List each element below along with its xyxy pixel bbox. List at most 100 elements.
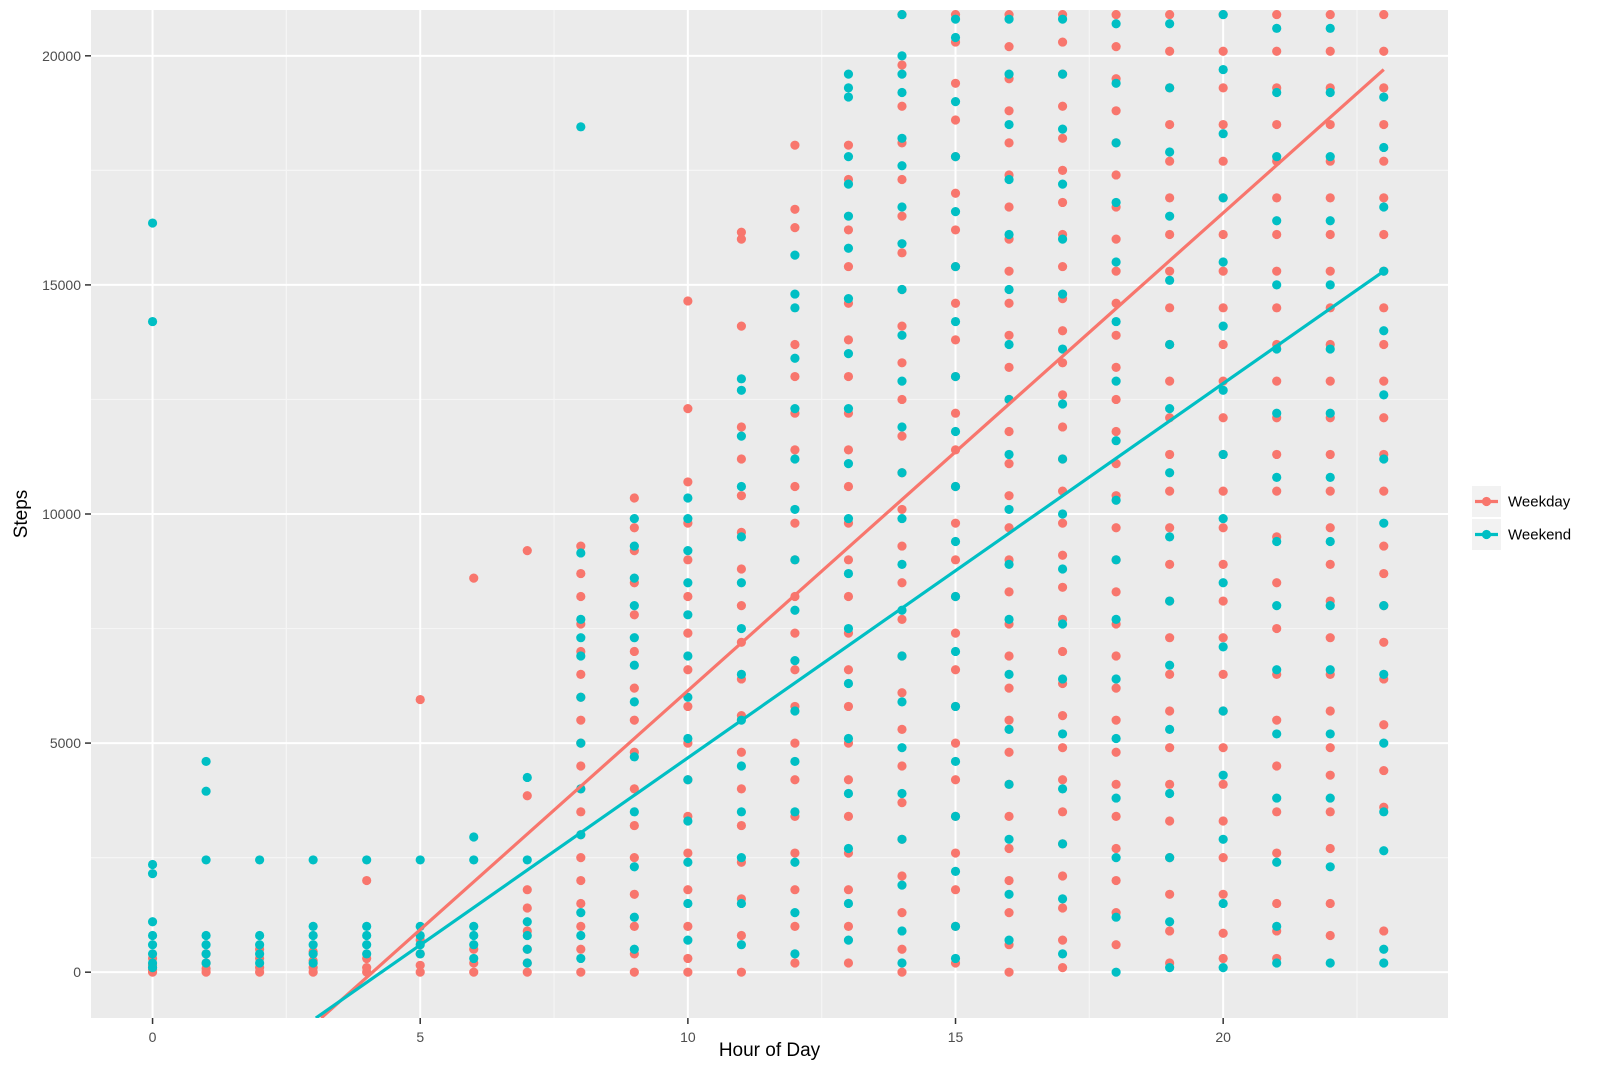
data-point-weekday: [843, 775, 854, 785]
data-point-weekend: [1057, 729, 1068, 739]
data-point-weekday: [1218, 266, 1228, 276]
data-point-weekend: [1057, 399, 1068, 409]
data-point-weekend: [1272, 921, 1282, 931]
data-point-weekend: [897, 651, 907, 661]
data-point-weekday: [1111, 42, 1121, 52]
data-point-weekday: [1325, 229, 1335, 240]
data-point-weekend: [843, 568, 854, 579]
data-point-weekend: [469, 930, 479, 941]
data-point-weekday: [1004, 908, 1014, 918]
data-point-weekday: [1057, 935, 1068, 945]
data-point-weekend: [629, 752, 639, 762]
data-point-weekend: [683, 610, 693, 620]
data-point-weekend: [576, 548, 586, 558]
data-point-weekend: [1004, 284, 1014, 295]
data-point-weekend: [1325, 344, 1335, 354]
data-point-weekday: [1004, 491, 1014, 501]
data-point-weekend: [469, 855, 479, 865]
data-point-weekday: [736, 564, 746, 574]
data-point-weekend: [576, 953, 586, 964]
data-point-weekend: [843, 678, 854, 689]
data-point-weekday: [1165, 743, 1175, 753]
data-point-weekend: [897, 376, 907, 386]
data-point-weekday: [843, 591, 854, 602]
data-point-weekend: [1057, 674, 1068, 684]
data-point-weekend: [1111, 614, 1121, 624]
data-point-weekday: [1165, 706, 1175, 716]
data-point-weekend: [629, 944, 639, 954]
data-point-weekend: [1004, 449, 1014, 460]
data-point-weekend: [1057, 344, 1068, 354]
data-point-weekday: [576, 875, 586, 886]
data-point-weekend: [1218, 385, 1228, 395]
data-point-weekend: [790, 555, 800, 565]
data-point-weekday: [790, 371, 800, 382]
data-point-weekend: [147, 218, 158, 228]
data-point-weekend: [469, 921, 479, 931]
data-point-weekend: [736, 853, 746, 863]
data-point-weekday: [1218, 853, 1228, 863]
data-point-weekday: [1325, 633, 1335, 643]
data-point-weekend: [1165, 275, 1175, 285]
data-point-weekday: [629, 784, 639, 794]
data-point-weekend: [1111, 555, 1121, 565]
data-point-weekend: [201, 855, 211, 865]
data-point-weekday: [950, 555, 961, 565]
data-point-weekday: [1218, 669, 1228, 679]
data-point-weekend: [790, 250, 800, 260]
data-point-weekday: [950, 885, 961, 895]
data-point-weekend: [1325, 601, 1335, 611]
data-point-weekday: [576, 853, 586, 863]
data-point-weekday: [1218, 596, 1228, 606]
data-point-weekday: [629, 646, 639, 657]
data-point-weekend: [843, 92, 854, 102]
data-point-weekday: [1111, 266, 1121, 276]
data-point-weekend: [1379, 669, 1389, 679]
data-point-weekday: [1325, 119, 1335, 130]
data-point-weekend: [843, 459, 854, 469]
data-point-weekend: [1165, 660, 1175, 670]
data-point-weekday: [683, 953, 693, 964]
data-point-weekend: [950, 866, 961, 876]
data-point-weekend: [950, 14, 961, 24]
data-point-weekend: [1057, 289, 1068, 299]
data-point-weekend: [950, 701, 961, 712]
data-point-weekday: [1057, 518, 1068, 528]
data-point-weekday: [950, 298, 961, 308]
data-point-weekday: [1218, 953, 1228, 964]
data-point-weekend: [308, 940, 318, 950]
data-point-weekday: [897, 578, 907, 588]
data-point-weekday: [415, 960, 425, 970]
legend-key-point: [1481, 496, 1492, 507]
data-point-weekday: [843, 140, 854, 150]
data-point-weekend: [897, 468, 907, 478]
data-point-weekday: [1004, 843, 1014, 854]
data-point-weekday: [1004, 715, 1014, 725]
data-point-weekday: [1111, 747, 1121, 757]
data-point-weekday: [736, 967, 746, 977]
data-point-weekday: [1218, 889, 1228, 899]
data-point-weekend: [1272, 216, 1282, 226]
data-point-weekend: [522, 958, 532, 968]
data-point-weekend: [1272, 23, 1282, 33]
data-point-weekend: [308, 855, 318, 865]
data-point-weekday: [1272, 266, 1282, 276]
data-point-weekend: [1165, 596, 1175, 606]
data-point-weekend: [897, 239, 907, 249]
data-point-weekend: [1057, 69, 1068, 79]
data-point-weekend: [201, 949, 211, 959]
data-point-weekday: [1111, 843, 1121, 854]
data-point-weekday: [683, 885, 693, 895]
data-point-weekday: [897, 504, 907, 515]
data-point-weekday: [1004, 587, 1014, 597]
data-point-weekend: [1004, 834, 1014, 844]
data-point-weekday: [1004, 138, 1014, 148]
data-point-weekday: [1057, 101, 1068, 111]
data-point-weekday: [897, 541, 907, 551]
data-point-weekday: [1325, 743, 1335, 753]
data-point-weekend: [1272, 472, 1282, 482]
data-point-weekend: [897, 87, 907, 98]
data-point-weekday: [1111, 811, 1121, 822]
data-point-weekday: [950, 188, 961, 198]
data-point-weekend: [1379, 202, 1389, 212]
